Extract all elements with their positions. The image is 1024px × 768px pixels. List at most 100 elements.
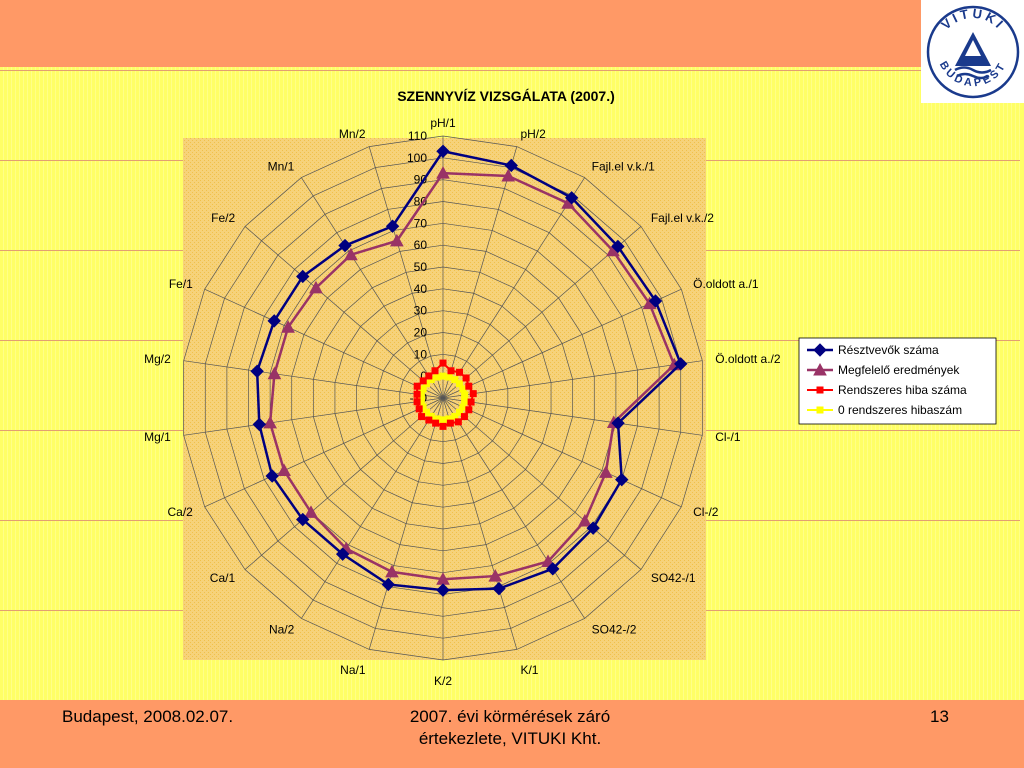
data-point bbox=[433, 373, 441, 381]
data-point bbox=[674, 357, 688, 371]
data-point bbox=[564, 191, 579, 205]
grid-spoke bbox=[442, 360, 703, 399]
legend-marker bbox=[816, 386, 824, 394]
data-point bbox=[446, 419, 454, 427]
data-point bbox=[456, 408, 464, 416]
data-point bbox=[267, 314, 281, 328]
data-point bbox=[390, 233, 404, 247]
category-label: Ö.oldott a./1 bbox=[693, 277, 759, 291]
category-label: SO42-/2 bbox=[592, 622, 637, 636]
grid-spoke bbox=[204, 288, 444, 399]
data-point bbox=[469, 390, 477, 398]
data-point bbox=[456, 368, 464, 376]
data-point bbox=[413, 398, 421, 406]
slide-number: 13 bbox=[930, 707, 949, 726]
data-point bbox=[439, 359, 447, 367]
data-point bbox=[296, 512, 310, 527]
data-point bbox=[431, 367, 439, 375]
data-point bbox=[611, 416, 625, 430]
data-point bbox=[296, 269, 310, 284]
data-point bbox=[445, 373, 453, 381]
grid-spoke bbox=[204, 397, 444, 508]
footer-date: Budapest, 2008.02.07. bbox=[62, 707, 234, 726]
data-point bbox=[436, 144, 450, 158]
category-label: Na/2 bbox=[269, 622, 295, 636]
data-point bbox=[385, 219, 400, 233]
data-point bbox=[338, 238, 352, 253]
r-tick-label: 80 bbox=[414, 195, 428, 209]
data-point bbox=[413, 382, 421, 390]
data-point bbox=[385, 564, 399, 578]
data-point bbox=[418, 413, 426, 421]
data-point bbox=[344, 247, 358, 261]
category-label: Ca/2 bbox=[167, 505, 193, 519]
grid-spoke bbox=[368, 146, 444, 399]
category-label: Fe/2 bbox=[211, 211, 235, 225]
data-point bbox=[439, 416, 447, 424]
data-point bbox=[599, 465, 613, 478]
grid-spoke bbox=[301, 177, 444, 399]
grid-spoke bbox=[442, 177, 585, 399]
data-point bbox=[615, 472, 629, 487]
data-point bbox=[425, 416, 433, 424]
data-point bbox=[267, 366, 282, 380]
footer-event-line2: értekezlete, VITUKI Kht. bbox=[418, 729, 602, 748]
r-tick-label: 90 bbox=[414, 173, 428, 187]
grid-spoke bbox=[442, 146, 518, 399]
grid-spoke bbox=[442, 397, 682, 508]
data-point bbox=[460, 413, 468, 421]
category-label: Cl-/1 bbox=[715, 430, 741, 444]
r-tick-label: 100 bbox=[407, 151, 427, 165]
data-point bbox=[432, 419, 440, 427]
chart-title: SZENNYVÍZ VIZSGÁLATA (2007.) bbox=[397, 88, 615, 104]
r-tick-label: 30 bbox=[414, 304, 428, 318]
category-label: Ö.oldott a./2 bbox=[715, 352, 781, 366]
data-point bbox=[461, 397, 469, 405]
grid-spoke bbox=[442, 397, 585, 619]
r-tick-label: 50 bbox=[414, 260, 428, 274]
data-point bbox=[436, 583, 450, 597]
data-point bbox=[436, 166, 450, 179]
r-tick-label: 10 bbox=[414, 347, 428, 361]
data-point bbox=[467, 398, 475, 406]
data-point bbox=[415, 405, 423, 413]
data-point bbox=[277, 463, 291, 477]
category-label: Mn/1 bbox=[268, 160, 295, 174]
data-point bbox=[462, 374, 470, 382]
category-label: Mg/2 bbox=[144, 352, 171, 366]
footer-band bbox=[0, 700, 1024, 768]
data-point bbox=[304, 505, 318, 518]
data-point bbox=[309, 280, 323, 294]
legend-marker bbox=[816, 406, 824, 414]
r-tick-label: 60 bbox=[414, 238, 428, 252]
data-point bbox=[265, 469, 279, 483]
legend-label: Résztvevők száma bbox=[838, 343, 939, 357]
legend-marker bbox=[813, 362, 827, 376]
data-point bbox=[413, 390, 421, 398]
data-point bbox=[451, 376, 459, 384]
r-tick-label: 0 bbox=[420, 369, 427, 383]
data-point bbox=[263, 415, 277, 429]
data-point bbox=[281, 320, 295, 333]
vituki-logo: VITUKI BUDAPEST bbox=[921, 0, 1024, 103]
legend-marker bbox=[813, 343, 827, 357]
data-point bbox=[419, 377, 427, 385]
data-point bbox=[459, 385, 467, 393]
grid-spoke bbox=[442, 397, 703, 436]
data-point bbox=[465, 406, 473, 414]
data-point bbox=[504, 158, 518, 173]
footer-event-line1: 2007. évi körmérések záró bbox=[409, 707, 611, 726]
data-point bbox=[439, 372, 447, 380]
category-label: Ca/1 bbox=[210, 571, 236, 585]
r-tick-label: 20 bbox=[414, 326, 428, 340]
data-point bbox=[541, 554, 555, 567]
category-label: K/2 bbox=[434, 674, 452, 688]
data-point bbox=[252, 417, 267, 432]
grid-spoke bbox=[442, 397, 518, 650]
legend-label: Megfelelő eredmények bbox=[838, 363, 960, 377]
data-point bbox=[586, 521, 600, 535]
data-point bbox=[492, 581, 506, 596]
category-label: pH/1 bbox=[430, 116, 456, 130]
data-point bbox=[250, 364, 264, 378]
r-tick-label: 40 bbox=[414, 282, 428, 296]
